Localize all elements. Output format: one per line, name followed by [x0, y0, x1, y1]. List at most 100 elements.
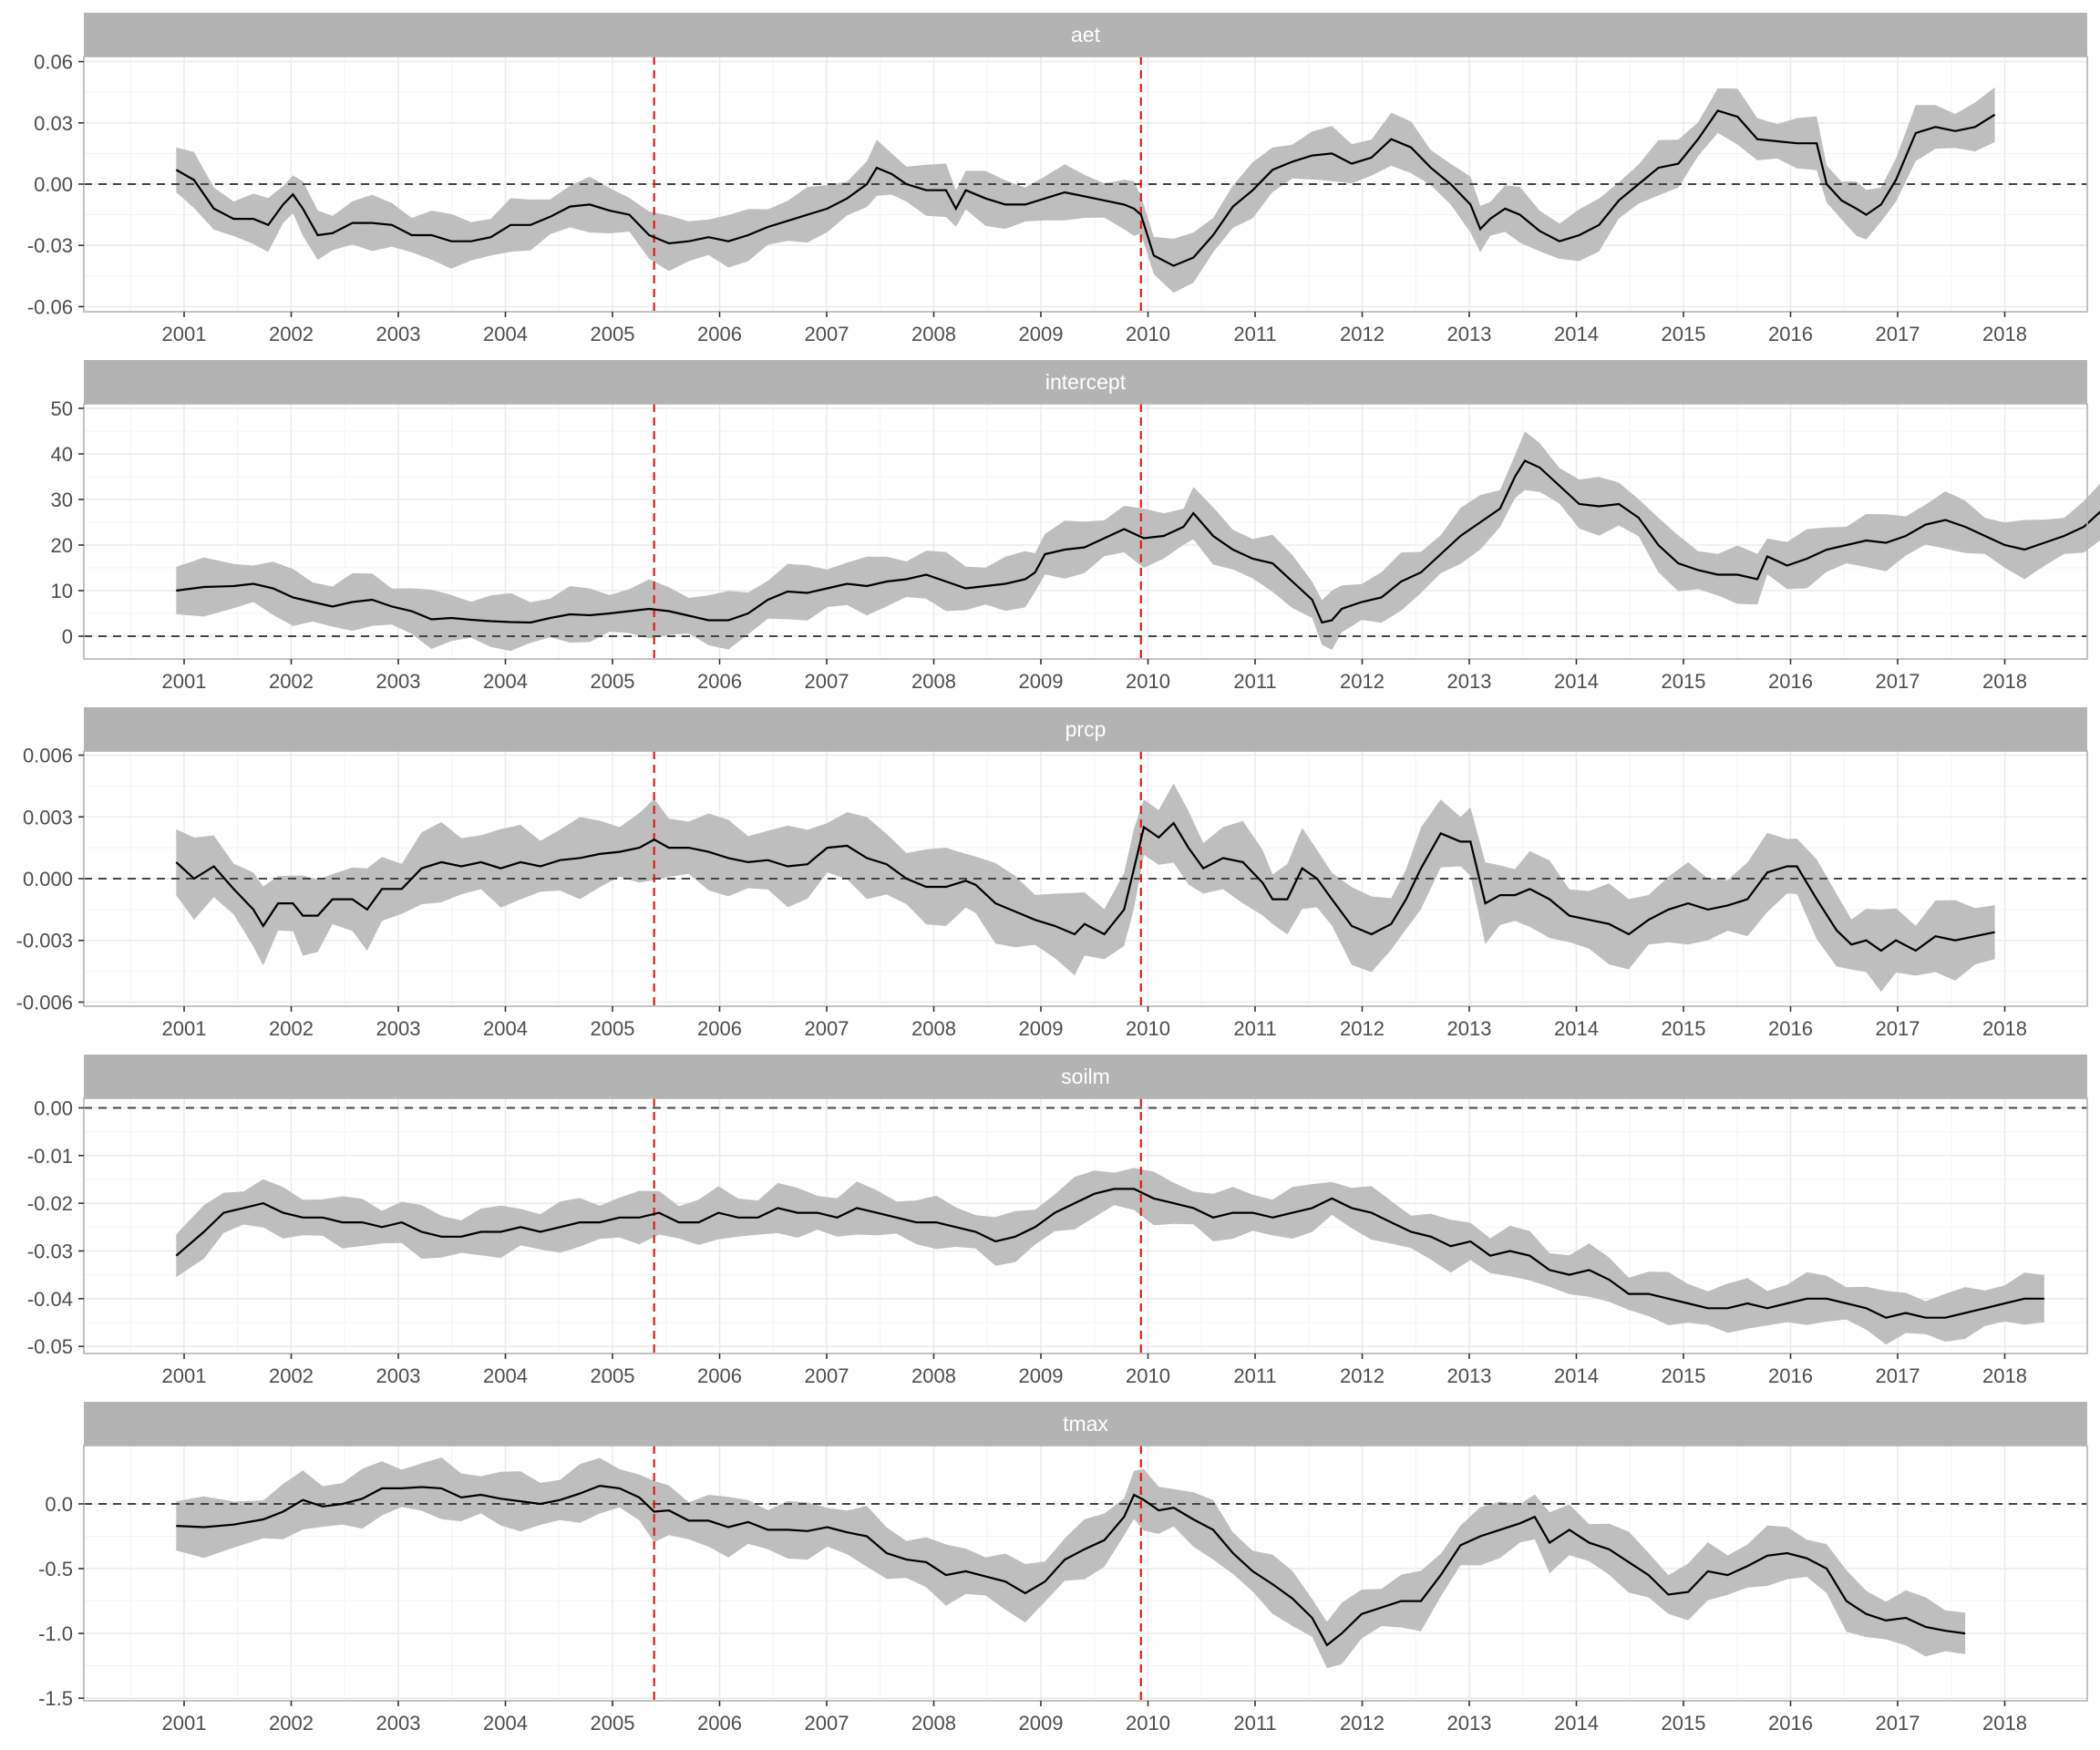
x-tick-label: 2007 [805, 1017, 849, 1040]
x-tick-label: 2003 [376, 1017, 421, 1040]
x-tick-label: 2003 [376, 323, 421, 345]
x-tick-label: 2008 [911, 1364, 956, 1387]
x-tick-label: 2009 [1019, 670, 1064, 693]
y-tick-label: 10 [51, 580, 73, 602]
x-tick-label: 2002 [269, 323, 314, 345]
x-tick-label: 2002 [269, 1017, 314, 1040]
x-tick-label: 2017 [1876, 1017, 1920, 1040]
x-tick-label: 2014 [1554, 1017, 1599, 1040]
x-tick-label: 2006 [697, 323, 742, 345]
strip-aet [84, 13, 2087, 57]
x-tick-label: 2015 [1662, 1017, 1706, 1040]
panel-border [83, 403, 2088, 660]
x-tick-label: 2008 [911, 1017, 956, 1040]
x-tick-label: 2001 [162, 323, 207, 345]
y-tick-label: 0.03 [34, 112, 73, 135]
series-line-intercept [176, 459, 2100, 624]
y-tick-label: -0.03 [27, 1240, 73, 1262]
panel-prcp: prcp -0.006 -0.003 0.000 0.003 0.006 2001 2002 2… [16, 707, 2088, 1040]
strip-intercept [84, 360, 2087, 404]
x-tick-label: 2013 [1447, 323, 1492, 345]
x-tick-label: 2010 [1126, 670, 1170, 693]
x-tick-label: 2001 [162, 670, 207, 693]
strip-label-intercept: intercept [1045, 370, 1127, 394]
x-tick-label: 2012 [1340, 323, 1385, 345]
x-tick-label: 2018 [1982, 1017, 2027, 1040]
y-tick-label: -0.003 [16, 930, 73, 952]
x-tick-label: 2016 [1768, 670, 1813, 693]
x-tick-label: 2005 [591, 1364, 635, 1387]
x-tick-label: 2018 [1982, 1364, 2027, 1387]
x-tick-label: 2012 [1340, 1364, 1385, 1387]
x-tick-label: 2004 [483, 1364, 528, 1387]
x-tick-label: 2005 [591, 1017, 635, 1040]
x-tick-label: 2010 [1126, 1364, 1170, 1387]
x-tick-label: 2017 [1876, 670, 1920, 693]
x-tick-label: 2013 [1447, 1017, 1492, 1040]
x-tick-label: 2014 [1554, 1712, 1599, 1735]
strip-soilm [84, 1055, 2087, 1098]
ribbon-aet [176, 87, 1995, 293]
x-tick-label: 2010 [1126, 1017, 1170, 1040]
y-tick-label: 0.003 [23, 806, 73, 829]
x-tick-label: 2015 [1662, 1364, 1706, 1387]
y-tick-label: -0.01 [27, 1145, 73, 1168]
strip-label-aet: aet [1071, 23, 1101, 46]
panel-tmax: tmax -1.5 -1.0 -0.5 0.0 2001 2002 2003 2004 2005 2… [38, 1402, 2088, 1735]
x-tick-label: 2016 [1768, 1017, 1813, 1040]
y-tick-label: 0.000 [23, 868, 73, 890]
y-tick-label: -0.06 [27, 295, 73, 318]
x-tick-label: 2002 [269, 1364, 314, 1387]
strip-label-prcp: prcp [1065, 717, 1107, 741]
y-tick-label: -0.02 [27, 1192, 73, 1215]
x-tick-label: 2009 [1019, 1712, 1064, 1735]
x-tick-label: 2001 [162, 1364, 207, 1387]
series-line-tmax [176, 1484, 1966, 1647]
y-tick-label: -0.5 [38, 1558, 73, 1580]
x-tick-label: 2006 [697, 1712, 742, 1735]
y-tick-label: 0.006 [23, 745, 73, 767]
x-tick-label: 2003 [376, 670, 421, 693]
x-tick-label: 2005 [591, 670, 635, 693]
panel-soilm: soilm -0.05 -0.04 -0.03 -0.02 -0.01 0.00 2001 20… [27, 1055, 2088, 1387]
panel-border [83, 1445, 2088, 1702]
x-tick-label: 2011 [1233, 1364, 1276, 1387]
x-tick-label: 2012 [1340, 1712, 1385, 1735]
y-tick-label: -0.006 [16, 991, 73, 1014]
x-tick-label: 2009 [1019, 323, 1064, 345]
x-tick-label: 2003 [376, 1712, 421, 1735]
strip-prcp [84, 707, 2087, 751]
x-tick-label: 2001 [162, 1017, 207, 1040]
x-tick-label: 2018 [1982, 323, 2027, 345]
ribbon-soilm [176, 1168, 2044, 1345]
x-tick-label: 2016 [1768, 1712, 1813, 1735]
series-line-soilm [175, 1188, 2044, 1319]
x-tick-label: 2007 [805, 670, 849, 693]
x-tick-label: 2016 [1768, 1364, 1813, 1387]
x-tick-label: 2015 [1662, 323, 1706, 345]
x-tick-label: 2009 [1019, 1017, 1064, 1040]
x-tick-label: 2016 [1768, 323, 1813, 345]
x-tick-label: 2004 [483, 1017, 528, 1040]
x-tick-label: 2011 [1233, 323, 1276, 345]
y-tick-label: 0 [62, 625, 73, 648]
x-tick-label: 2018 [1982, 670, 2027, 693]
y-tick-label: 0.00 [34, 1096, 73, 1119]
panel-border [83, 1097, 2088, 1354]
x-tick-label: 2011 [1233, 670, 1276, 693]
x-tick-label: 2012 [1340, 670, 1385, 693]
x-tick-label: 2013 [1447, 670, 1492, 693]
x-tick-label: 2010 [1126, 323, 1170, 345]
x-tick-label: 2007 [805, 323, 849, 345]
strip-label-soilm: soilm [1061, 1065, 1110, 1088]
x-tick-label: 2014 [1554, 1364, 1599, 1387]
x-tick-label: 2011 [1233, 1712, 1276, 1735]
x-tick-label: 2015 [1662, 1712, 1706, 1735]
x-tick-label: 2013 [1447, 1712, 1492, 1735]
x-tick-label: 2007 [805, 1712, 849, 1735]
x-tick-label: 2015 [1662, 670, 1706, 693]
x-tick-label: 2004 [483, 1712, 528, 1735]
x-tick-label: 2011 [1233, 1017, 1276, 1040]
x-tick-label: 2010 [1126, 1712, 1170, 1735]
